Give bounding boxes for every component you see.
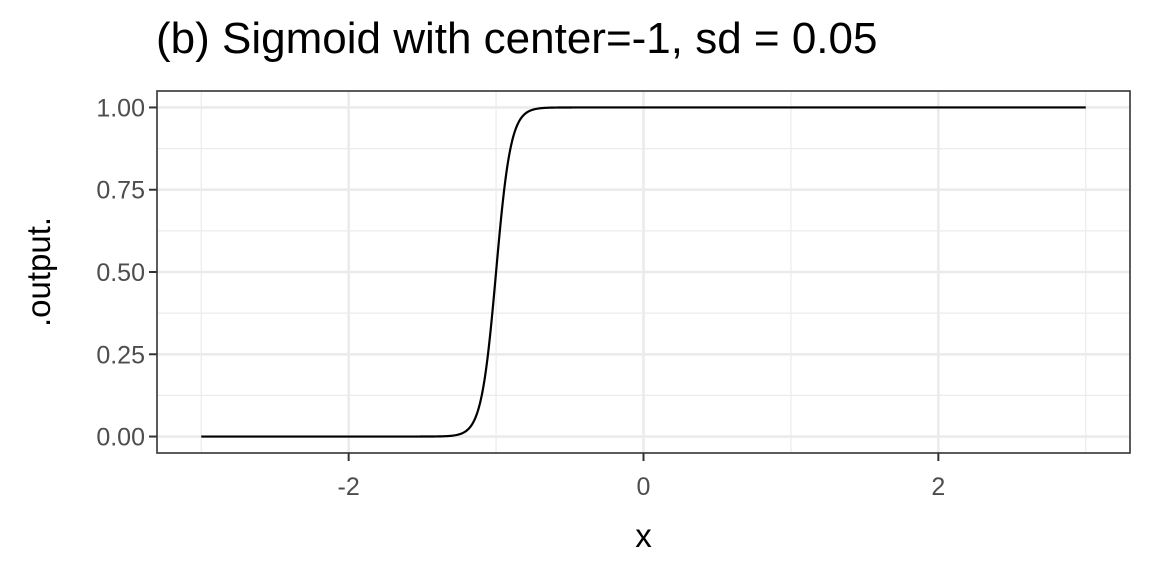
x-tick-label: 0 xyxy=(637,473,651,501)
y-tick-label: 0.75 xyxy=(96,177,145,205)
y-tick-label: 0.00 xyxy=(96,424,145,452)
x-tick-label: -2 xyxy=(338,473,360,501)
y-tick-label: 1.00 xyxy=(96,94,145,122)
series-line-sigmoid xyxy=(201,106,1086,438)
y-tick-label: 0.50 xyxy=(96,259,145,287)
x-axis-title: x xyxy=(635,517,652,554)
y-axis-title: .output. xyxy=(20,217,57,327)
x-tick-label: 2 xyxy=(931,473,945,501)
chart-title: (b) Sigmoid with center=-1, sd = 0.05 xyxy=(156,14,878,63)
y-tick-label: 0.25 xyxy=(96,341,145,369)
